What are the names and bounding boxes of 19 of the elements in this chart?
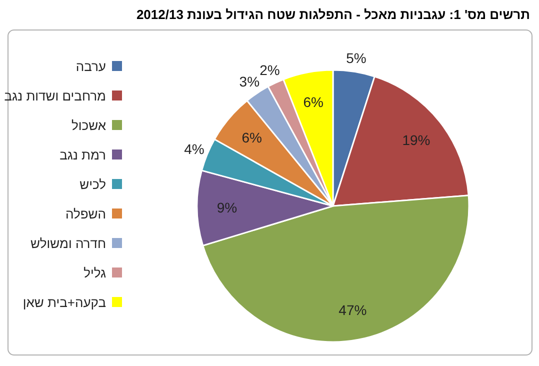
legend-label: גליל [84, 266, 106, 280]
data-label: 4% [184, 141, 204, 158]
data-label: 6% [242, 130, 262, 146]
legend-label: ערבה [76, 59, 106, 74]
data-label: 6% [303, 94, 324, 110]
data-label: 5% [346, 50, 366, 66]
legend-label: רמת נגב [60, 148, 106, 162]
chart-title: תרשים מס' 1: עגבניות מאכל - התפלגות שטח הגידול בעונת 2012/13 [136, 7, 530, 22]
legend-label: מרחבים ושדות נגב [4, 88, 106, 104]
legend-label: חדרה ומשולש [30, 236, 106, 251]
data-label: 47% [338, 302, 367, 318]
legend-label: השפלה [65, 206, 106, 222]
legend-label: לכיש [80, 177, 106, 192]
data-label: 2% [260, 62, 280, 78]
data-label: 19% [402, 132, 430, 148]
data-label: 9% [216, 200, 238, 216]
data-label: 3% [239, 73, 260, 90]
legend-label: בקעה+בית שאן [22, 295, 106, 310]
legend-label: אשכול [72, 118, 106, 133]
